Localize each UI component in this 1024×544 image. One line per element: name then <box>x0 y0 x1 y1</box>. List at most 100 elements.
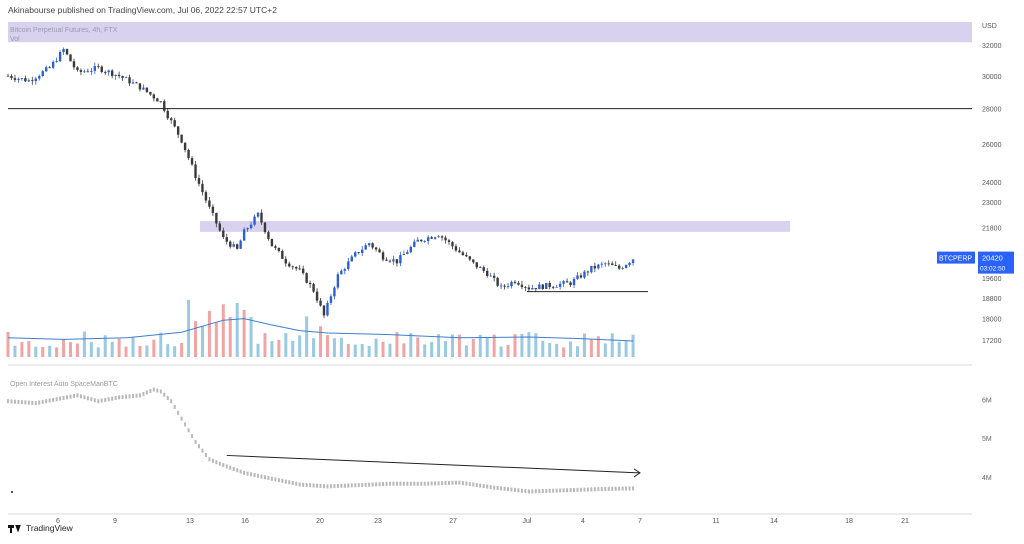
oi-bar <box>625 486 628 491</box>
volume-bar <box>513 334 517 357</box>
oi-bar <box>270 476 273 481</box>
volume-bar <box>471 338 475 357</box>
volume-bar <box>305 316 309 357</box>
volume-bar <box>75 343 79 357</box>
oi-bar <box>100 398 103 403</box>
candle-body <box>326 302 329 316</box>
volume-bar <box>325 335 329 357</box>
oi-bar <box>59 396 62 401</box>
candle-body <box>204 192 208 201</box>
candle-body <box>138 83 142 90</box>
candle-body <box>166 110 169 119</box>
oi-bar <box>614 486 617 491</box>
volume-bar <box>20 342 24 357</box>
candle-body <box>437 236 440 238</box>
oi-bar <box>229 465 232 470</box>
oi-bar <box>434 481 437 486</box>
candle-body <box>555 286 558 288</box>
volume-bar <box>596 336 600 357</box>
time-tick-label: 13 <box>186 518 194 525</box>
oi-bar <box>486 484 489 489</box>
oi-bar <box>204 452 207 457</box>
candle-body <box>72 61 76 68</box>
volume-bar <box>214 321 218 357</box>
oi-bar <box>246 471 249 476</box>
oi-bar <box>531 489 534 494</box>
oi-bar <box>243 470 246 475</box>
oi-bar <box>295 481 298 486</box>
volume-bar <box>41 346 45 357</box>
candle-body <box>291 266 294 268</box>
oi-bar <box>90 397 93 402</box>
candle-body <box>447 240 451 243</box>
volume-bar <box>534 333 538 357</box>
oi-bar <box>541 489 544 494</box>
volume-bar <box>603 343 607 357</box>
volume-bar <box>617 341 621 357</box>
oi-bar <box>24 400 27 405</box>
candle-body <box>260 212 263 223</box>
volume-bar <box>527 332 531 357</box>
candle-body <box>399 255 402 264</box>
candle-body <box>489 275 492 277</box>
oi-bar <box>10 399 13 404</box>
candle-body <box>135 82 138 84</box>
oi-bar <box>597 487 600 492</box>
candle-body <box>413 241 416 247</box>
oi-bar <box>357 483 360 488</box>
volume-bar <box>457 334 461 357</box>
oi-bar <box>180 416 183 421</box>
candle-body <box>315 291 319 301</box>
volume-bar <box>562 347 566 357</box>
oi-bar <box>250 472 253 477</box>
volume-bar <box>117 338 121 357</box>
candle-body <box>454 246 458 251</box>
volume-bar <box>346 343 350 357</box>
candle-body <box>395 259 399 264</box>
volume-bar <box>34 346 38 357</box>
volume-bar <box>256 343 260 357</box>
candle-body <box>51 61 55 68</box>
price-tick-label: 24000 <box>982 180 1002 187</box>
oi-bar <box>510 487 513 492</box>
candle-body <box>527 287 531 290</box>
oi-bar <box>444 481 447 486</box>
volume-bar <box>409 333 413 357</box>
oi-bar <box>385 481 388 486</box>
candle-body <box>354 252 357 257</box>
oi-bar <box>66 395 69 400</box>
oi-bar <box>121 394 124 399</box>
oi-bar <box>125 394 128 399</box>
candle-body <box>319 300 322 306</box>
volume-bar <box>541 340 545 357</box>
oi-bar <box>156 388 159 393</box>
candle-body <box>597 264 600 269</box>
candle-body <box>482 267 485 271</box>
volume-bar <box>478 334 482 357</box>
volume-bar <box>569 341 573 357</box>
candle-body <box>121 76 124 78</box>
volume-bar <box>131 336 135 357</box>
oi-bar <box>107 397 110 402</box>
candle-body <box>426 237 430 242</box>
candle-body <box>229 241 232 247</box>
volume-bar <box>69 342 73 357</box>
volume-bar <box>228 317 232 357</box>
candle-body <box>586 271 590 273</box>
symbol-badge: BTCPERP <box>939 256 972 263</box>
oi-bar <box>17 399 20 404</box>
candle-body <box>274 246 277 248</box>
price-badge[interactable]: BTCPERP 20420 03:02:50 <box>937 251 1014 274</box>
pane-dot <box>11 491 13 493</box>
oi-bar <box>118 395 121 400</box>
candle-body <box>611 263 614 266</box>
candle-body <box>288 263 291 267</box>
oi-bar <box>76 393 79 398</box>
volume-bar <box>166 344 170 357</box>
oi-bar <box>604 486 607 491</box>
volume-bar <box>284 333 288 357</box>
volume-bar <box>221 304 225 357</box>
volume-bar <box>110 341 114 357</box>
oi-bar <box>555 488 558 493</box>
